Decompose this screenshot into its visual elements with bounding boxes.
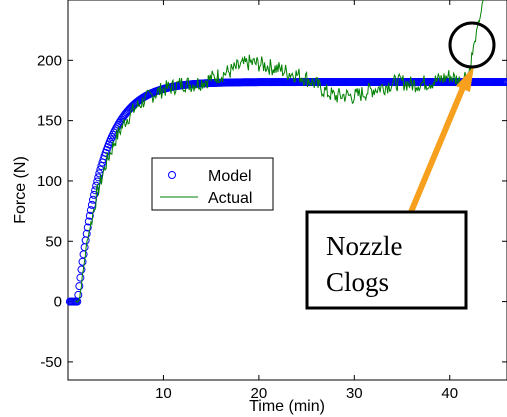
model-point: [85, 211, 94, 220]
y-tick-label: 150: [37, 113, 62, 130]
legend-box: [151, 157, 274, 211]
y-tick-label: -50: [40, 354, 62, 371]
model-point: [94, 173, 103, 182]
model-point: [83, 223, 92, 232]
x-tick-label: 30: [346, 385, 363, 402]
annotation-text-line-2: Clogs: [326, 267, 389, 297]
series-layer: [65, 0, 507, 306]
annotation-arrowhead: [456, 66, 474, 92]
model-point: [77, 265, 86, 274]
model-point: [78, 257, 87, 266]
legend-marker-model: [168, 171, 176, 179]
y-tick-label: 100: [37, 173, 62, 190]
annotation-arrow: [408, 83, 467, 214]
y-axis-label: Force (N): [12, 156, 29, 224]
annotation-text-line-1: Nozzle: [326, 231, 402, 261]
x-axis-label: Time (min): [249, 398, 325, 415]
annotation-box: [305, 210, 468, 310]
x-tick-label: 10: [155, 385, 172, 402]
legend: Model Actual: [151, 157, 274, 211]
annotation: Nozzle Clogs: [305, 21, 496, 310]
y-tick-label: 0: [54, 294, 62, 311]
model-point: [75, 282, 84, 291]
y-tick-label: 50: [45, 233, 62, 250]
y-axis: -50 0 50 100 150 200: [37, 52, 507, 371]
series-actual-line: [75, 0, 484, 304]
annotation-circle: [448, 21, 496, 69]
model-point: [74, 290, 83, 299]
model-point: [90, 190, 99, 199]
x-tick-label: 20: [251, 385, 268, 402]
legend-label-actual: Actual: [208, 190, 252, 207]
x-axis: 10 20 30 40: [155, 0, 458, 402]
y-tick-label: 200: [37, 52, 62, 69]
plot-area: [67, 0, 507, 381]
x-tick-label: 40: [441, 385, 458, 402]
model-point: [82, 229, 91, 238]
legend-label-model: Model: [208, 168, 252, 185]
model-point: [76, 273, 85, 282]
